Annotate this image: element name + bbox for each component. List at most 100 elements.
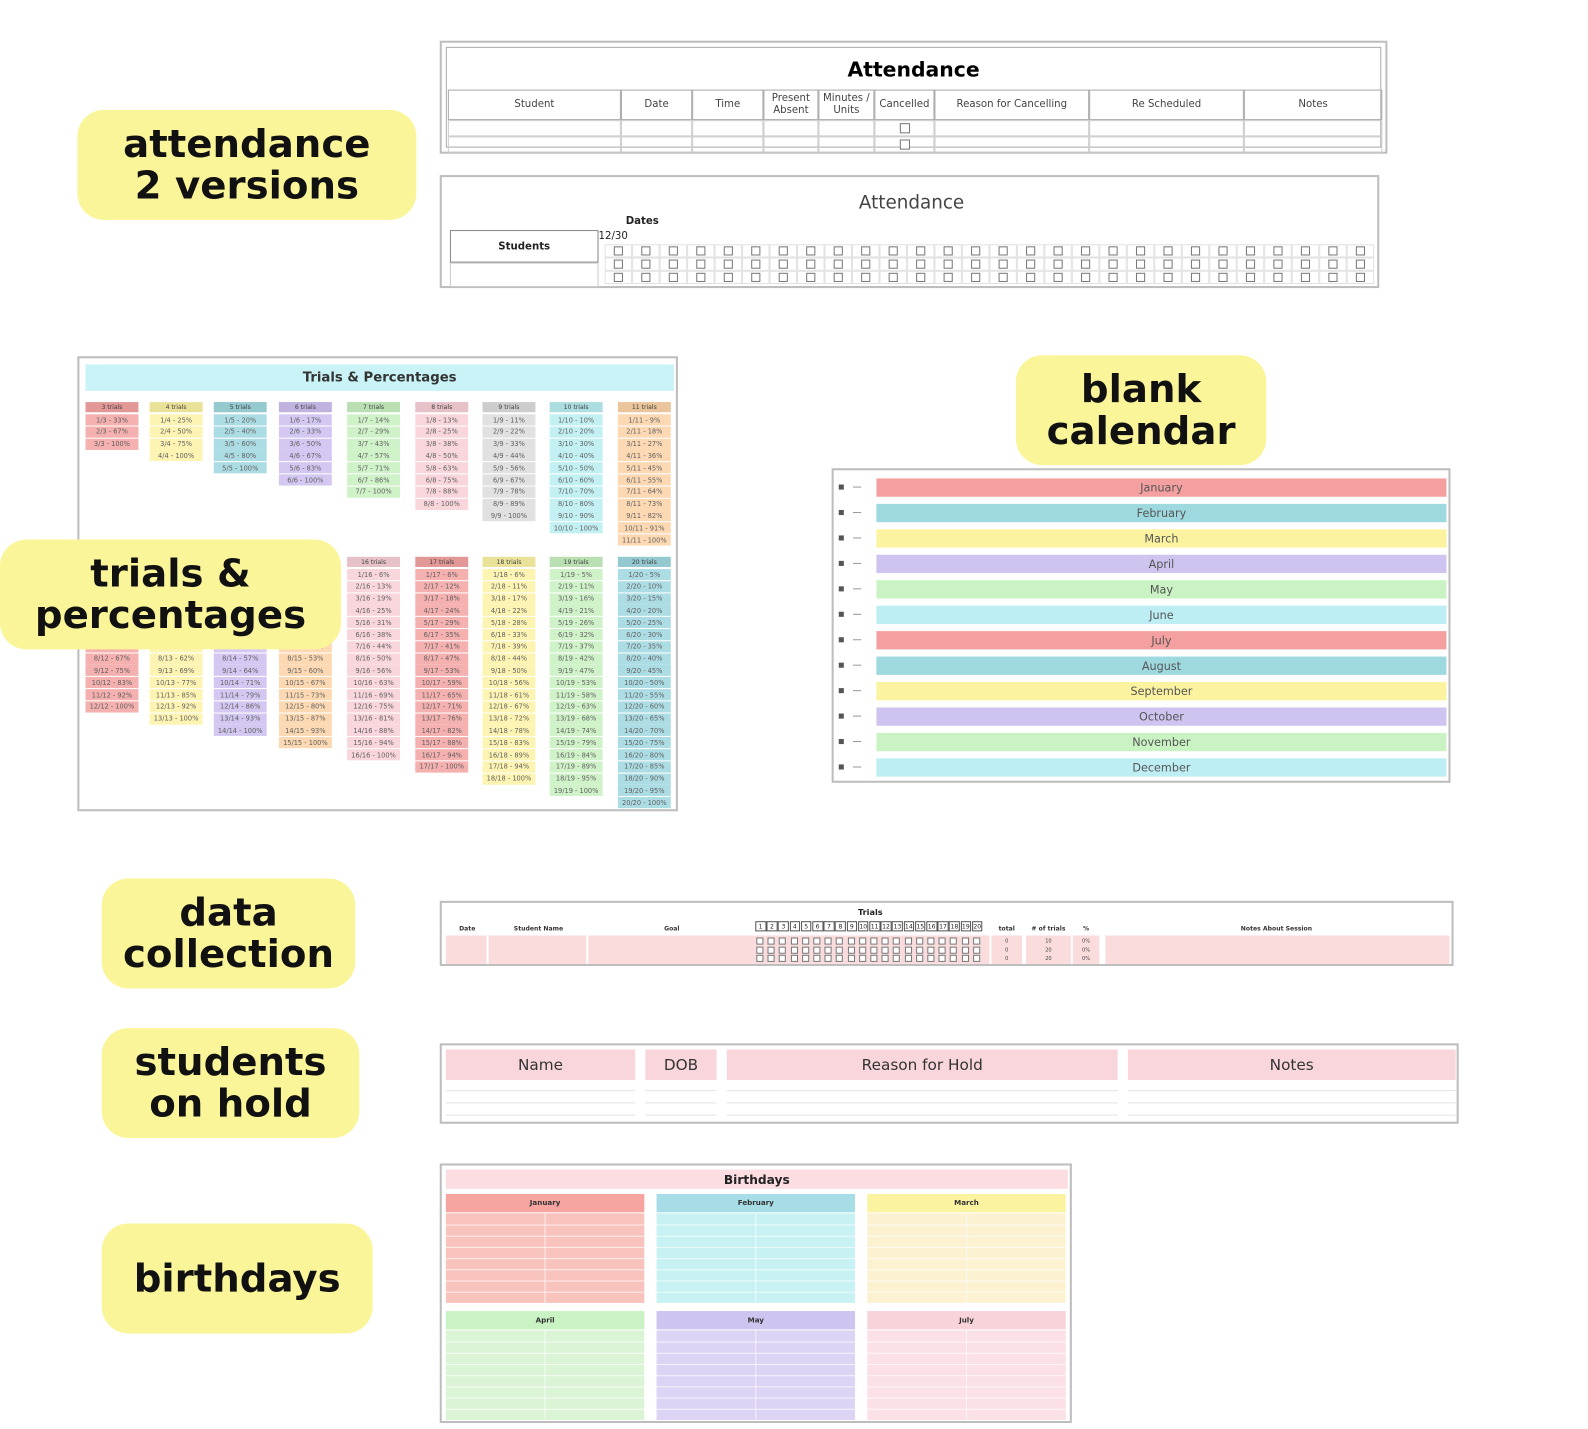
table-title: Attendance [847,57,980,82]
grid-cell [1154,270,1182,284]
table-cell [447,120,621,137]
checkbox [833,259,843,269]
row-line [656,1363,856,1366]
checkbox [779,954,787,962]
checkbox [833,272,843,282]
row-line [867,1375,1066,1377]
grid-cell [1264,257,1292,271]
table-cell [874,120,935,137]
trial-number: 14 [903,921,915,932]
percentage-cell: 9/17 - 53% [415,665,469,677]
table-cell [1089,136,1244,153]
percentage-cell: 8/13 - 62% [149,653,203,665]
row-line [867,1386,1066,1388]
month-body [867,1213,1066,1303]
checkbox [1108,259,1118,269]
row-dash [853,486,862,488]
checkbox [1163,246,1173,256]
percentage-cell: 16/20 - 80% [617,749,671,761]
grid-cell [934,257,962,271]
grid-cell [1126,257,1155,271]
checkbox [806,246,816,256]
trial-number: 16 [926,921,937,932]
checkbox [916,259,926,269]
trial-number: 12 [880,921,892,932]
row-dot [838,713,844,719]
grid-cell [1016,244,1045,258]
checkbox [806,272,816,282]
trial-number: 17 [937,921,949,932]
checkbox [723,272,733,282]
percentage-cell: 10/19 - 53% [549,677,603,689]
percentage-cell: 4/18 - 22% [482,605,536,617]
grid-cell [1154,257,1182,271]
feature-label: attendance 2 versions [77,109,417,220]
checkbox [893,946,901,954]
percentage-cell: 7/17 - 41% [415,641,469,653]
trial-number: 2 [766,921,778,932]
percentage-cell: 10/20 - 50% [617,677,671,689]
row-line [445,1258,645,1260]
month-bar: April [876,554,1447,574]
percentage-cell: 5/6 - 83% [278,462,332,474]
percentage-cell: 14/17 - 82% [415,725,469,737]
checkbox [668,259,678,269]
checkbox [927,946,935,954]
checkbox [1300,272,1311,282]
percentage-cell: 3/8 - 38% [415,438,469,450]
row-dot [838,738,844,745]
trial-number: 3 [778,921,789,932]
checkbox [861,246,871,256]
checkbox [1218,272,1228,282]
checkbox [801,946,810,954]
checkbox [858,946,867,954]
percentage-cell: 5/5 - 100% [213,462,267,474]
checkbox [1081,259,1091,269]
checkbox [893,954,901,962]
grid-cell [714,257,743,271]
label-line: collection [122,931,335,977]
percentage-cell: 6/6 - 100% [278,474,332,486]
percentage-cell: 13/19 - 68% [549,713,603,725]
grid-cell [1209,257,1237,271]
checkbox [899,139,910,150]
checkbox [888,272,898,282]
row-line [656,1375,856,1377]
percentage-cell: 16/16 - 100% [347,749,401,761]
checkbox [641,246,651,256]
percentage-cell: 15/17 - 88% [415,737,469,749]
percentage-cell: 1/9 - 11% [482,414,536,426]
percentage-cell: 15/18 - 83% [482,737,536,749]
percentage-cell: 9/12 - 75% [85,665,139,677]
checkbox [806,259,816,269]
sheet-title: Trials & Percentages [85,364,674,391]
checkbox [1026,272,1036,282]
percentage-cell: 5/9 - 56% [482,462,536,474]
checkbox [870,954,878,962]
grid-cell [989,257,1017,271]
percentage-cell: 17/17 - 100% [415,761,469,773]
percentage-cell: 1/16 - 6% [347,569,401,581]
checkbox [943,272,953,282]
checkbox [971,246,981,256]
grid-cell [1291,270,1320,284]
label-line: data [179,889,278,935]
row-dot [838,535,844,541]
percentage-cell: 3/11 - 27% [617,438,671,450]
row-fill [991,935,1022,964]
row-dash [853,537,862,539]
column-header: # of trials [1031,924,1066,932]
percent-value: 0% [1082,938,1091,945]
row-line [867,1408,1066,1410]
percentage-cell: 11/11 - 100% [617,534,671,546]
feature-label: data collection [101,878,356,989]
grid-cell [632,257,660,271]
percentage-cell: 3/6 - 50% [278,438,332,450]
checkbox [696,272,706,282]
checkbox [1245,272,1256,282]
student-row [449,262,599,288]
percentage-cell: 13/16 - 81% [347,713,401,725]
checkbox [767,937,775,945]
percentage-cell: 13/13 - 100% [149,713,203,725]
grid-cell [1209,270,1237,284]
